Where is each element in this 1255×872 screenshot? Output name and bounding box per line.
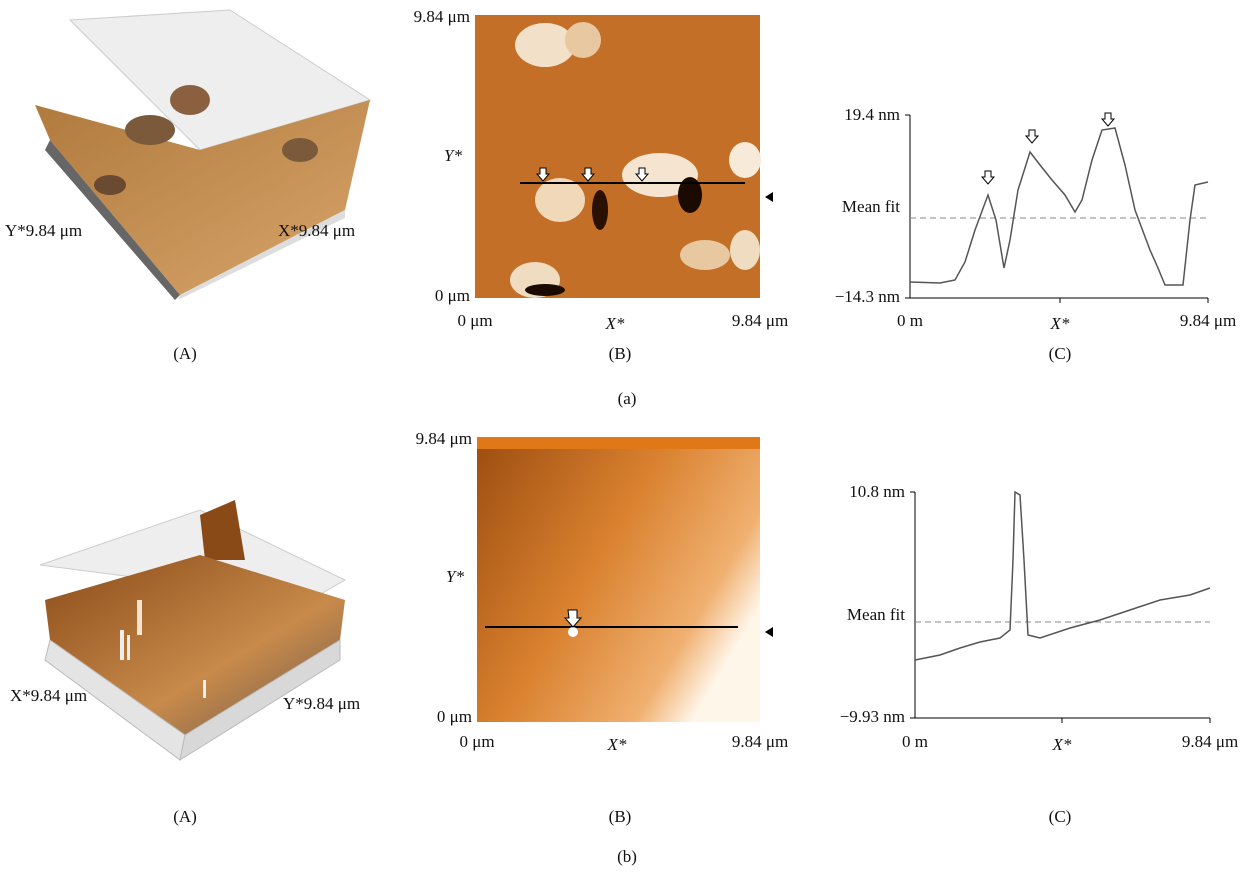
- tick-label: 9.84 μm: [414, 7, 470, 26]
- axis-label: X*: [1050, 314, 1070, 333]
- axis-label: X*9.84 μm: [10, 686, 87, 705]
- axis-label: X*: [605, 314, 625, 333]
- 3d-view: [35, 10, 370, 300]
- tick-label: 10.8 nm: [849, 482, 905, 501]
- tick-label: Mean fit: [847, 605, 905, 624]
- tick-label: 0 m: [902, 732, 928, 751]
- scan-edge: [477, 437, 760, 449]
- panel-label: (a): [618, 389, 637, 408]
- tick-label: 9.84 μm: [1182, 732, 1238, 751]
- tick-label: 9.84 μm: [1180, 311, 1236, 330]
- axis-label: Y*: [446, 567, 464, 586]
- view-label: (A): [173, 344, 197, 363]
- profile-chart: [905, 113, 1208, 303]
- afm-image: [477, 437, 760, 722]
- panel-label: (b): [617, 847, 637, 866]
- tick-label: 9.84 μm: [732, 732, 788, 751]
- tick-label: 0 μm: [457, 311, 492, 330]
- axis-label: X*: [1052, 735, 1072, 754]
- tick-label: 19.4 nm: [844, 105, 900, 124]
- tick-label: 0 μm: [459, 732, 494, 751]
- view-label: (C): [1049, 344, 1072, 363]
- axis-label: Y*9.84 μm: [5, 221, 82, 240]
- tick-label: −9.93 nm: [840, 707, 905, 726]
- tick-label: 9.84 μm: [732, 311, 788, 330]
- tick-label: 0 μm: [437, 707, 472, 726]
- axis-label: Y*9.84 μm: [283, 694, 360, 713]
- tick-label: 9.84 μm: [416, 429, 472, 448]
- figure: Y*9.84 μm X*9.84 μm (A) 9.84 μm Y* 0 μm …: [0, 0, 1255, 872]
- view-label: (B): [609, 344, 632, 363]
- axis-label: X*9.84 μm: [278, 221, 355, 240]
- 3d-view: [40, 500, 345, 760]
- marker: [765, 192, 773, 202]
- marker: [765, 627, 773, 637]
- tick-label: 0 μm: [435, 286, 470, 305]
- tick-label: Mean fit: [842, 197, 900, 216]
- axis-label: Y*: [444, 146, 462, 165]
- view-label: (A): [173, 807, 197, 826]
- tick-label: 0 m: [897, 311, 923, 330]
- view-label: (B): [609, 807, 632, 826]
- feature: [568, 627, 578, 637]
- profile-chart: [910, 492, 1210, 723]
- tick-label: −14.3 nm: [835, 287, 900, 306]
- axis-label: X*: [607, 735, 627, 754]
- view-label: (C): [1049, 807, 1072, 826]
